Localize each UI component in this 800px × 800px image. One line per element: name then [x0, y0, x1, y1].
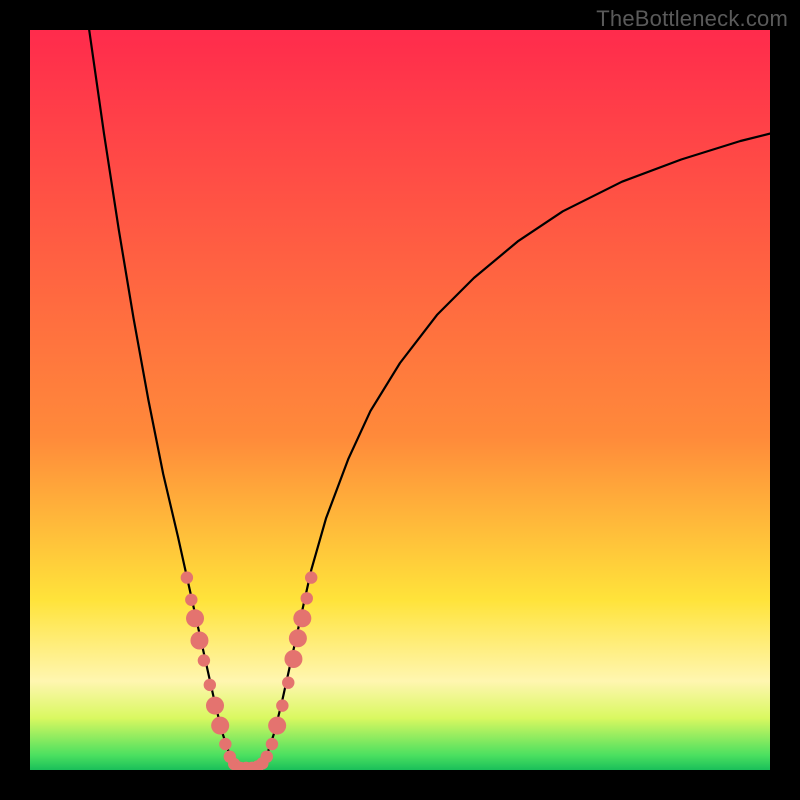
scatter-point — [204, 679, 216, 691]
watermark-text: TheBottleneck.com — [596, 6, 788, 32]
scatter-point — [284, 650, 302, 668]
scatter-point — [261, 750, 273, 762]
bottleneck-curve — [89, 30, 770, 769]
scatter-point — [282, 676, 294, 688]
scatter-point — [293, 609, 311, 627]
scatter-point — [305, 571, 317, 583]
scatter-point — [186, 609, 204, 627]
scatter-point — [211, 717, 229, 735]
scatter-point — [185, 594, 197, 606]
scatter-point — [266, 738, 278, 750]
scatter-point — [276, 699, 288, 711]
scatter-point — [181, 571, 193, 583]
scatter-point — [289, 629, 307, 647]
plot-svg — [30, 30, 770, 770]
scatter-point — [301, 592, 313, 604]
scatter-point — [198, 654, 210, 666]
scatter-points — [181, 571, 318, 770]
scatter-point — [268, 717, 286, 735]
container: TheBottleneck.com — [0, 0, 800, 800]
scatter-point — [219, 738, 231, 750]
scatter-point — [190, 632, 208, 650]
scatter-point — [206, 697, 224, 715]
